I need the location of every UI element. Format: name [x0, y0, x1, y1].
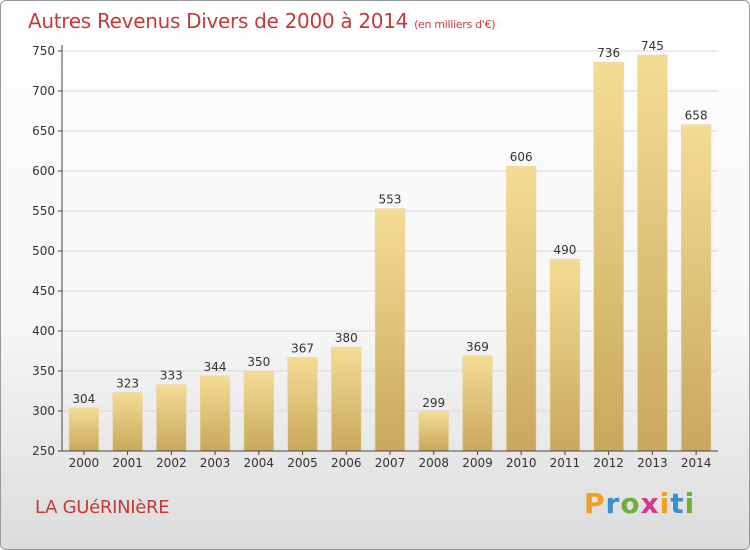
bar-2012	[593, 61, 624, 452]
bars	[68, 54, 712, 452]
y-tick-label: 350	[32, 364, 55, 378]
logo-letter: t	[670, 487, 685, 520]
bar-2010	[506, 165, 537, 452]
data-label: 323	[116, 377, 139, 391]
logo-letter: r	[605, 487, 621, 520]
y-tick-label: 550	[32, 204, 55, 218]
x-tick-label: 2011	[550, 456, 581, 470]
logo-letter: P	[584, 487, 606, 520]
bar-2009	[462, 355, 493, 452]
bar-2002	[156, 384, 187, 452]
data-label: 369	[466, 340, 489, 354]
bar-2005	[287, 357, 318, 452]
x-tick-label: 2005	[287, 456, 318, 470]
bar-2003	[199, 375, 231, 452]
chart-title-unit: (en milliers d'€)	[414, 18, 496, 31]
y-tick-label: 500	[32, 244, 55, 258]
y-tick-label: 650	[32, 124, 55, 138]
data-label: 736	[597, 46, 620, 60]
data-label: 350	[247, 355, 270, 369]
x-tick-label: 2012	[593, 456, 624, 470]
y-tick-label: 400	[32, 324, 55, 338]
proxiti-logo: Proxiti	[584, 487, 695, 520]
data-label: 299	[422, 396, 445, 410]
y-tick-label: 700	[32, 84, 55, 98]
x-tick-label: 2004	[244, 456, 275, 470]
bar-2006	[331, 346, 362, 452]
logo-letter: o	[620, 487, 641, 520]
x-tick-label: 2006	[331, 456, 362, 470]
logo-letter: i	[659, 487, 671, 520]
data-label: 344	[204, 360, 227, 374]
y-tick-label: 750	[32, 44, 55, 58]
x-tick-labels: 2000 2001 2002 2003 2004 2005 2006 2007 2008 2009…	[69, 451, 712, 470]
x-tick-label: 2000	[69, 456, 100, 470]
y-tick-labels: 250 300 350 400 450 500 550 600 650 700 750	[32, 44, 62, 458]
x-tick-label: 2014	[681, 456, 712, 470]
data-label: 333	[160, 369, 183, 383]
x-tick-label: 2001	[112, 456, 143, 470]
logo-letter: x	[640, 487, 660, 520]
data-label: 304	[72, 392, 95, 406]
bar-2014	[681, 124, 712, 452]
bar-2013	[637, 54, 668, 452]
x-tick-label: 2013	[637, 456, 668, 470]
data-labels: 304 323 333 344 350 367 380 553 299 369 606 490 736 7…	[72, 39, 707, 410]
commune-name: LA GUéRINIèRE	[35, 497, 170, 518]
x-tick-label: 2009	[462, 456, 493, 470]
bar-2004	[243, 370, 274, 452]
x-tick-label: 2007	[375, 456, 406, 470]
data-label: 380	[335, 331, 358, 345]
chart-title-text: Autres Revenus Divers de 2000 à 2014	[28, 9, 409, 33]
logo-letter: i	[684, 487, 696, 520]
x-tick-label: 2003	[200, 456, 231, 470]
bar-2008	[418, 411, 449, 452]
data-label: 553	[379, 193, 402, 207]
data-label: 658	[685, 109, 708, 123]
y-tick-label: 300	[32, 404, 55, 418]
y-tick-label: 450	[32, 284, 55, 298]
data-label: 745	[641, 39, 664, 53]
y-tick-label: 250	[32, 444, 55, 458]
data-label: 490	[553, 243, 576, 257]
bar-2011	[549, 258, 581, 452]
data-label: 606	[510, 150, 533, 164]
bar-2007	[374, 208, 406, 452]
chart-title: Autres Revenus Divers de 2000 à 2014 (en …	[28, 9, 496, 33]
x-tick-label: 2010	[506, 456, 537, 470]
data-label: 367	[291, 341, 314, 355]
bar-2001	[112, 392, 143, 452]
x-tick-label: 2008	[418, 456, 449, 470]
y-tick-label: 600	[32, 164, 55, 178]
bar-2000	[68, 407, 99, 452]
x-tick-label: 2002	[156, 456, 187, 470]
